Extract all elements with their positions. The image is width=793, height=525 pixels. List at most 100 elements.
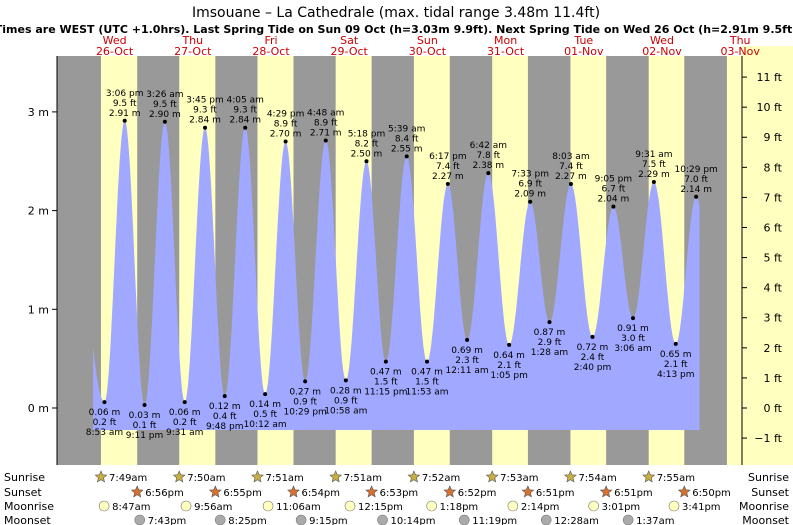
high-tide-point: [569, 182, 573, 186]
y-tick-label-ft: 7 ft: [764, 191, 783, 204]
y-tick-label-ft: 2 ft: [764, 342, 783, 355]
y-tick-label-m: 0 m: [28, 402, 49, 415]
tide-label: 9.5 ft: [113, 99, 137, 109]
tide-label: 2.27 m: [432, 172, 464, 182]
tide-label: 2.90 m: [149, 110, 181, 120]
tide-label: 0.03 m: [129, 411, 161, 421]
moonset-time: 8:25pm: [228, 516, 267, 525]
y-tick-label-ft: 4 ft: [764, 282, 783, 295]
tide-label: 2.14 m: [680, 185, 712, 195]
tide-label: 0.06 m: [89, 408, 121, 418]
tide-label: 2.50 m: [351, 149, 383, 159]
day-labels: Wed26-OctThu27-OctFri28-OctSat29-OctSun3…: [96, 34, 760, 58]
tide-label: 3:26 am: [146, 90, 183, 100]
moonset-time: 1:37am: [636, 516, 674, 525]
moonrise-icon: [589, 501, 599, 511]
tide-label: 2.91 m: [109, 109, 141, 119]
tide-label: 2:40 pm: [574, 363, 612, 373]
sunset-time: 6:53pm: [380, 488, 419, 499]
sunset-time: 6:54pm: [301, 488, 340, 499]
moonrise-icon: [508, 501, 518, 511]
tide-label: 0.4 ft: [213, 412, 237, 422]
day-date-label: 28-Oct: [252, 45, 290, 58]
tide-label: 7.8 ft: [476, 151, 500, 161]
y-tick-label-ft: 1 ft: [764, 372, 783, 385]
tide-label: 10:29 pm: [284, 407, 327, 417]
tide-label: 10:58 am: [324, 406, 367, 416]
chart-title: Imsouane – La Cathedrale (max. tidal ran…: [192, 5, 600, 21]
high-tide-point: [284, 140, 288, 144]
day-date-label: 03-Nov: [720, 45, 760, 58]
tide-label: 3:06 am: [614, 344, 651, 354]
high-tide-point: [528, 200, 532, 204]
tide-label: 1:28 am: [531, 348, 568, 358]
low-tide-point: [303, 379, 307, 383]
low-tide-point: [102, 400, 106, 404]
moonrise-time: 3:01pm: [602, 502, 641, 513]
high-tide-point: [163, 120, 167, 124]
moonrise-time: 11:06am: [276, 502, 321, 513]
tide-label: 4:29 pm: [267, 110, 305, 120]
star-icon: [522, 486, 533, 497]
tide-label: 0.47 m: [411, 368, 443, 378]
tide-label: 6.7 ft: [602, 185, 626, 195]
star-icon: [643, 471, 654, 482]
tide-label: 9:05 pm: [595, 175, 633, 185]
star-icon: [330, 471, 341, 482]
star-icon: [565, 471, 576, 482]
tide-label: 0.72 m: [577, 343, 609, 353]
moonset-icon: [459, 515, 469, 525]
tide-label: 2.9 ft: [538, 338, 562, 348]
sunset-time: 6:51pm: [536, 488, 575, 499]
sunrise-time: 7:55am: [657, 473, 695, 484]
moonrise-time: 3:41pm: [682, 502, 721, 513]
low-tide-point: [465, 338, 469, 342]
high-tide-point: [243, 126, 247, 130]
tide-label: 8.9 ft: [314, 119, 338, 129]
y-tick-label-m: 2 m: [28, 205, 49, 218]
sunset-time: 6:51pm: [614, 488, 653, 499]
sunset-time: 6:55pm: [223, 488, 262, 499]
tide-label: 8:53 am: [86, 428, 123, 438]
tide-label: 9.5 ft: [153, 100, 177, 110]
row-label-left: Sunset: [4, 486, 42, 499]
sunrise-time: 7:54am: [578, 473, 616, 484]
tide-label: 4:13 pm: [657, 370, 695, 380]
low-tide-point: [425, 360, 429, 364]
moonrise-icon: [99, 501, 109, 511]
tide-label: 1.5 ft: [374, 378, 398, 388]
row-label-left: Moonset: [4, 514, 51, 525]
moonset-time: 12:28am: [554, 516, 599, 525]
sunset-time: 6:50pm: [692, 488, 731, 499]
high-tide-point: [611, 205, 615, 209]
tide-label: 7.4 ft: [559, 162, 583, 172]
tide-label: 6.9 ft: [518, 180, 542, 190]
tide-label: 0.9 ft: [334, 396, 358, 406]
tide-label: 8:03 am: [552, 152, 589, 162]
tide-label: 4:05 am: [227, 96, 264, 106]
tide-label: 12:11 am: [446, 366, 489, 376]
tide-label: 2.3 ft: [455, 356, 479, 366]
day-date-label: 27-Oct: [174, 45, 212, 58]
tide-label: 7:33 pm: [511, 170, 549, 180]
tide-label: 0.5 ft: [253, 410, 277, 420]
low-tide-point: [631, 316, 635, 320]
sunrise-time: 7:53am: [500, 473, 538, 484]
high-tide-point: [446, 182, 450, 186]
low-tide-point: [384, 360, 388, 364]
star-icon: [444, 486, 455, 497]
tide-label: 2.04 m: [598, 195, 630, 205]
moonset-icon: [623, 515, 633, 525]
tide-label: 0.2 ft: [173, 418, 197, 428]
tide-label: 2.1 ft: [497, 361, 521, 371]
row-label-right: Sunset: [751, 486, 789, 499]
star-icon: [679, 486, 690, 497]
tide-label: 0.28 m: [330, 386, 362, 396]
row-label-right: Moonset: [742, 514, 789, 525]
y-tick-label-ft: 11 ft: [757, 71, 783, 84]
high-tide-point: [694, 195, 698, 199]
sunset-time: 6:52pm: [458, 488, 497, 499]
star-icon: [366, 486, 377, 497]
tide-label: 2.1 ft: [664, 360, 688, 370]
star-icon: [132, 486, 143, 497]
